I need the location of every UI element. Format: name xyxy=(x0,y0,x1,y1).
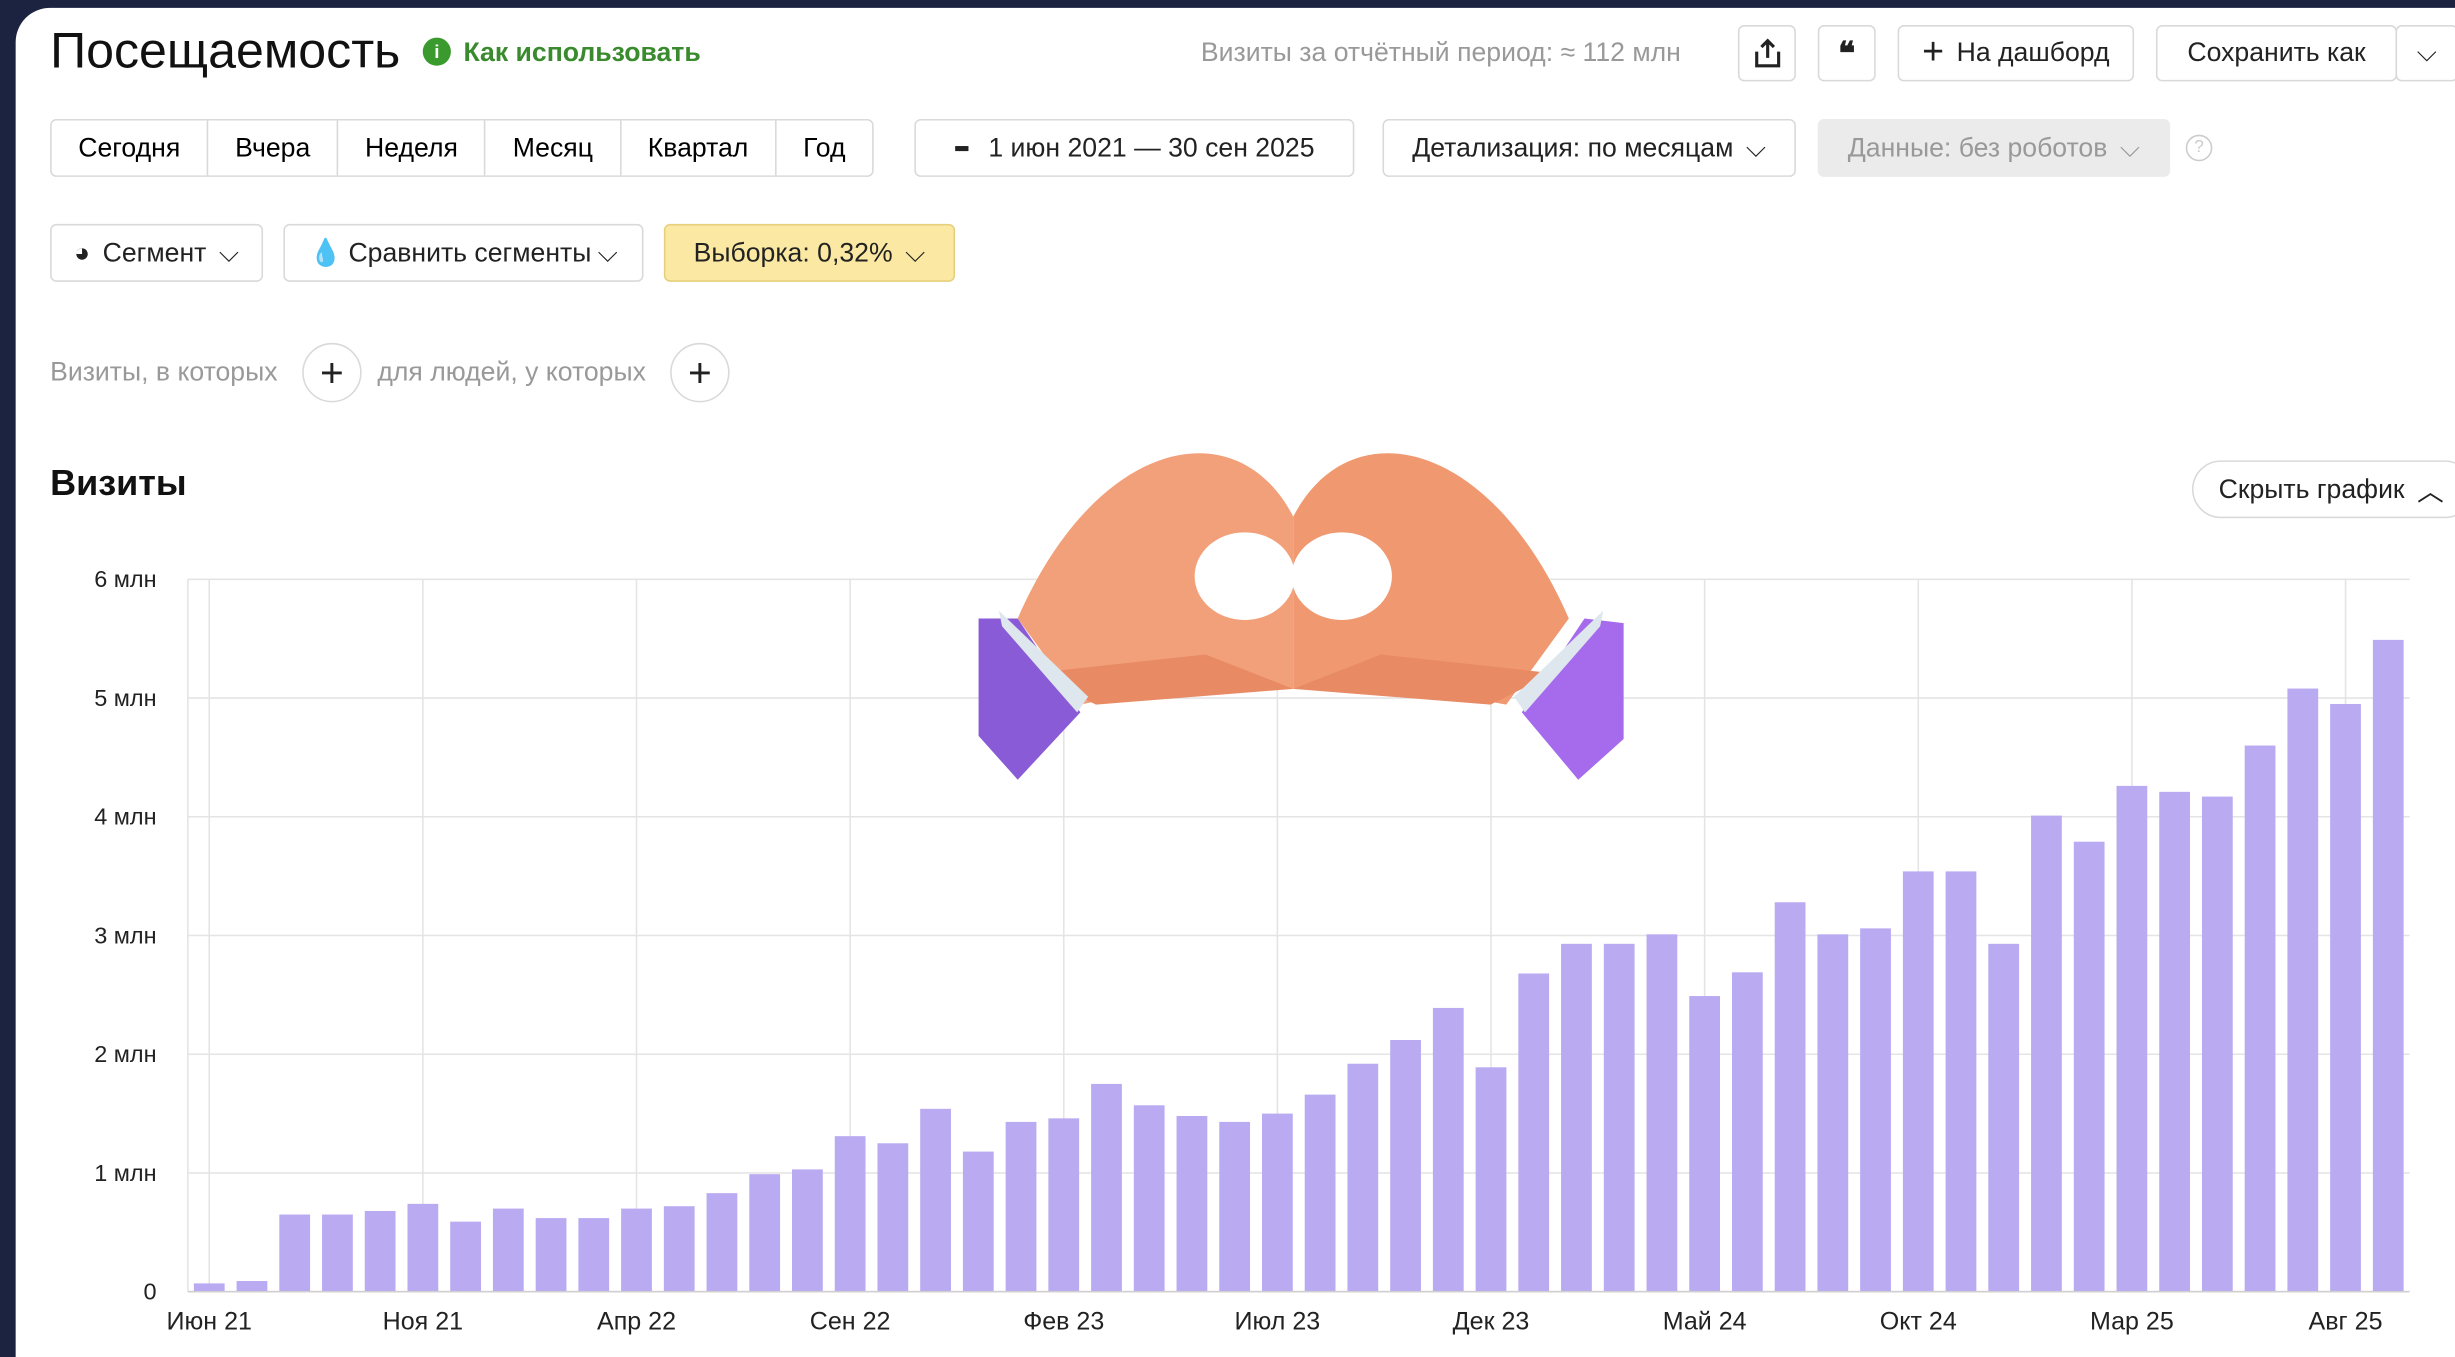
bar xyxy=(1347,1064,1378,1292)
bar xyxy=(2330,704,2361,1292)
x-tick-label: Май 24 xyxy=(1663,1307,1747,1335)
bar xyxy=(237,1281,268,1292)
bar xyxy=(493,1209,524,1292)
bar xyxy=(835,1136,866,1292)
bar xyxy=(1689,996,1720,1292)
x-tick-label: Июн 21 xyxy=(167,1307,252,1335)
bar xyxy=(2159,792,2190,1292)
bar xyxy=(1732,972,1763,1291)
y-tick-label: 0 xyxy=(144,1279,157,1305)
chart: 0 1 млн 2 млн 3 млн 4 млн 5 млн 6 млн Июн 21 Ноя… xyxy=(0,0,2455,1357)
bar xyxy=(1006,1122,1037,1292)
bar xyxy=(2031,816,2062,1292)
page: Посещаемость i Как использовать Визиты з… xyxy=(0,0,2455,1357)
bar xyxy=(749,1174,780,1292)
bar xyxy=(920,1109,951,1292)
bar xyxy=(1390,1040,1421,1292)
x-tick-label: Сен 22 xyxy=(810,1307,891,1335)
x-tick-label: Ноя 21 xyxy=(383,1307,463,1335)
bar xyxy=(2287,689,2318,1292)
bar xyxy=(279,1215,310,1292)
x-tick-label: Июл 23 xyxy=(1235,1307,1321,1335)
bar xyxy=(1476,1067,1507,1291)
y-tick-label: 2 млн xyxy=(94,1041,156,1067)
bar xyxy=(407,1204,438,1292)
screen: Посещаемость i Как использовать Визиты з… xyxy=(0,0,2455,1357)
bar xyxy=(621,1209,652,1292)
bar xyxy=(2202,797,2233,1292)
bar xyxy=(1946,871,1977,1291)
heart-hands-emoji xyxy=(979,453,1624,780)
bar xyxy=(792,1169,823,1291)
y-tick-label: 3 млн xyxy=(94,922,156,948)
bar xyxy=(1604,944,1635,1292)
bar xyxy=(1903,871,1934,1291)
bar xyxy=(2373,640,2404,1292)
bar xyxy=(1561,944,1592,1292)
x-tick-label: Фев 23 xyxy=(1023,1307,1104,1335)
bar xyxy=(450,1222,481,1292)
bar xyxy=(707,1193,738,1292)
bar xyxy=(1775,902,1806,1291)
y-tick-label: 1 млн xyxy=(94,1160,156,1186)
y-tick-label: 5 млн xyxy=(94,685,156,711)
x-tick-label: Дек 23 xyxy=(1453,1307,1530,1335)
bar xyxy=(664,1206,695,1291)
bar xyxy=(1518,974,1549,1292)
bar xyxy=(1134,1105,1165,1291)
bar xyxy=(322,1215,353,1292)
bar xyxy=(578,1218,609,1292)
bar xyxy=(877,1143,908,1291)
y-tick-label: 6 млн xyxy=(94,566,156,592)
bar xyxy=(1091,1084,1122,1292)
bar xyxy=(2117,786,2148,1292)
x-tick-label: Окт 24 xyxy=(1880,1307,1957,1335)
bar xyxy=(1647,934,1678,1291)
bar xyxy=(2074,842,2105,1292)
x-tick-label: Мар 25 xyxy=(2090,1307,2174,1335)
bar xyxy=(1433,1008,1464,1292)
bar xyxy=(963,1152,994,1292)
bar xyxy=(1048,1118,1079,1291)
bar xyxy=(1817,934,1848,1291)
bar xyxy=(2245,746,2276,1292)
bar xyxy=(1860,928,1891,1291)
bar xyxy=(1177,1116,1208,1292)
bar xyxy=(1988,944,2019,1292)
bar xyxy=(194,1283,225,1291)
bar xyxy=(536,1218,567,1292)
x-tick-label: Апр 22 xyxy=(597,1307,676,1335)
bar xyxy=(365,1211,396,1292)
y-tick-label: 4 млн xyxy=(94,804,156,830)
bar xyxy=(1219,1122,1250,1292)
bar xyxy=(1305,1095,1336,1292)
bar xyxy=(1262,1114,1293,1292)
x-tick-label: Авг 25 xyxy=(2309,1307,2383,1335)
